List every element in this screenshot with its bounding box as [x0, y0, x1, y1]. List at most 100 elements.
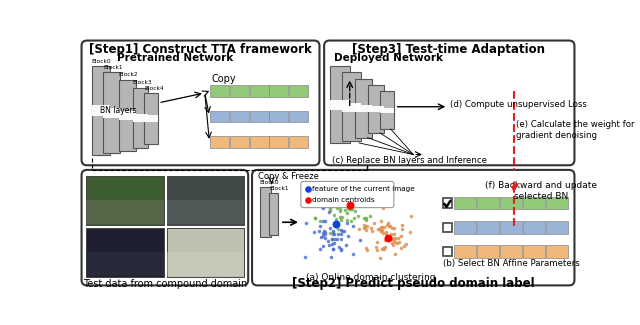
- Point: [342, 217, 353, 222]
- Point: [301, 221, 311, 226]
- Bar: [230, 85, 249, 97]
- Bar: [145, 93, 158, 144]
- Bar: [92, 66, 110, 154]
- Text: Test data from compound domain: Test data from compound domain: [83, 279, 248, 289]
- Bar: [167, 200, 244, 224]
- Point: [397, 227, 408, 232]
- Point: [362, 248, 372, 253]
- Bar: [355, 105, 372, 112]
- Bar: [342, 103, 360, 111]
- Point: [369, 198, 379, 203]
- Point: [331, 194, 341, 200]
- Text: (a) Online domain clustering: (a) Online domain clustering: [306, 273, 435, 282]
- Text: (b) Select BN Affine Parameters: (b) Select BN Affine Parameters: [444, 259, 580, 267]
- Point: [376, 228, 387, 233]
- Point: [359, 216, 369, 221]
- Point: [361, 227, 371, 232]
- Point: [348, 199, 358, 204]
- Point: [387, 240, 397, 245]
- Point: [376, 218, 386, 223]
- Point: [303, 197, 313, 202]
- Point: [384, 223, 394, 228]
- Point: [327, 236, 337, 241]
- Point: [369, 220, 379, 225]
- Point: [337, 214, 348, 219]
- Bar: [454, 197, 477, 209]
- Point: [389, 225, 399, 230]
- Point: [328, 246, 338, 252]
- Point: [365, 214, 375, 219]
- Bar: [86, 176, 164, 225]
- Point: [328, 231, 339, 237]
- Point: [328, 197, 339, 202]
- Point: [331, 216, 341, 222]
- Point: [376, 228, 386, 234]
- FancyBboxPatch shape: [252, 170, 575, 285]
- Point: [323, 239, 333, 244]
- Point: [342, 211, 353, 216]
- Point: [310, 215, 321, 220]
- Point: [346, 218, 356, 224]
- Bar: [92, 105, 110, 116]
- Point: [333, 227, 343, 232]
- Bar: [269, 111, 288, 122]
- Bar: [289, 136, 308, 148]
- Point: [356, 195, 366, 200]
- Point: [390, 251, 400, 256]
- Point: [335, 214, 345, 220]
- Point: [324, 225, 335, 230]
- Text: Deployed Network: Deployed Network: [334, 53, 444, 63]
- Point: [389, 237, 399, 242]
- Text: Block2: Block2: [119, 72, 138, 77]
- Bar: [230, 111, 249, 122]
- Bar: [477, 222, 499, 234]
- Point: [333, 245, 344, 250]
- Point: [348, 223, 358, 228]
- Point: [335, 200, 345, 205]
- Point: [324, 205, 335, 211]
- Bar: [210, 85, 229, 97]
- Point: [335, 206, 346, 211]
- Text: (f) Backward and update
selected BN: (f) Backward and update selected BN: [485, 181, 597, 201]
- Point: [319, 228, 329, 233]
- Point: [344, 204, 354, 210]
- Point: [372, 248, 382, 253]
- Bar: [86, 252, 164, 276]
- Point: [376, 224, 387, 229]
- Point: [360, 192, 371, 197]
- Point: [328, 237, 338, 242]
- Text: Block1: Block1: [269, 187, 289, 191]
- Point: [388, 242, 398, 247]
- Bar: [454, 245, 477, 258]
- Point: [387, 236, 397, 241]
- Point: [359, 225, 369, 230]
- Point: [374, 256, 385, 261]
- Bar: [443, 223, 452, 232]
- Point: [344, 206, 354, 211]
- Point: [372, 239, 382, 244]
- Bar: [269, 85, 288, 97]
- Point: [332, 237, 342, 242]
- Point: [396, 234, 406, 239]
- Point: [314, 228, 324, 233]
- Point: [303, 187, 313, 192]
- Point: [366, 225, 376, 230]
- Point: [383, 221, 394, 226]
- Point: [399, 243, 409, 249]
- Bar: [355, 79, 372, 137]
- Point: [335, 232, 346, 237]
- Point: [343, 205, 353, 211]
- Point: [348, 251, 358, 256]
- Bar: [500, 222, 522, 234]
- Point: [320, 218, 330, 223]
- Point: [386, 231, 396, 237]
- Point: [381, 231, 391, 236]
- Point: [315, 246, 325, 252]
- Point: [325, 231, 335, 236]
- Text: [Step3] Test-time Adaptation: [Step3] Test-time Adaptation: [353, 43, 545, 56]
- Point: [328, 229, 338, 234]
- Text: Copy: Copy: [212, 74, 236, 84]
- Bar: [132, 114, 148, 122]
- Point: [336, 228, 346, 233]
- Point: [385, 223, 396, 228]
